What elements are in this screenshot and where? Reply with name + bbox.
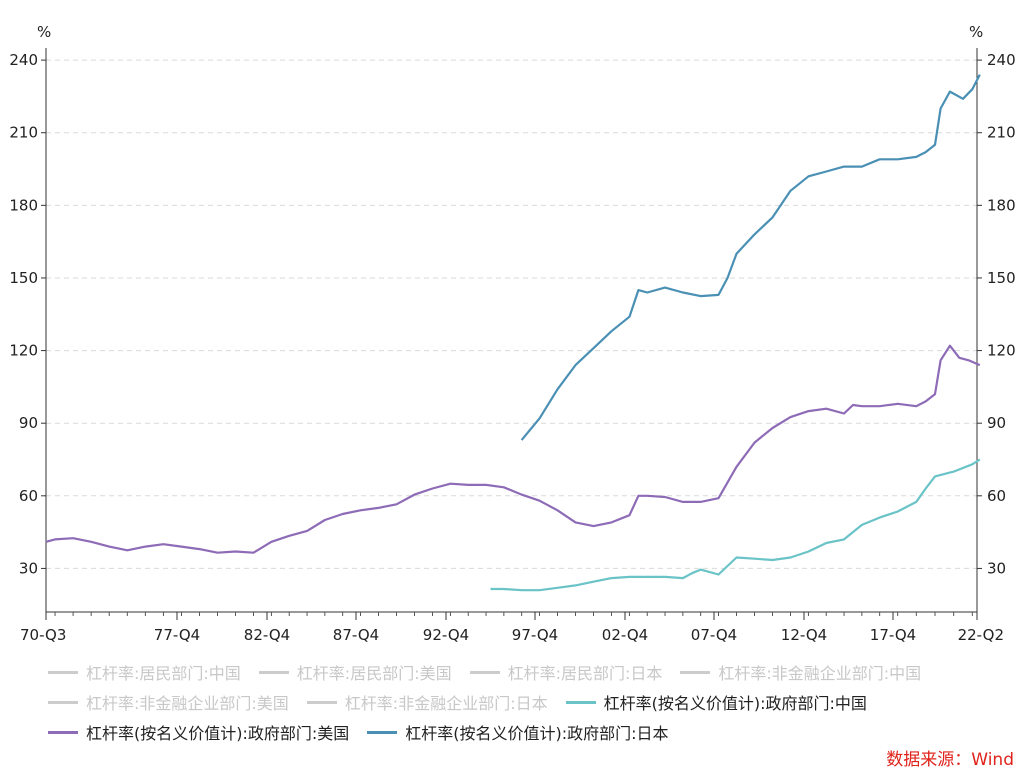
x-tick-label: 77-Q4 [154, 626, 200, 644]
y-tick-label-right: 180 [987, 196, 1016, 214]
series-line [45, 344, 981, 554]
x-tick-label: 97-Q4 [512, 626, 558, 644]
legend-item[interactable]: 杠杆率:居民部门:美国 [258, 660, 452, 684]
legend-swatch [48, 670, 78, 674]
legend-item[interactable]: 杠杆率(按名义价值计):政府部门:日本 [367, 720, 669, 744]
y-tick-label-left: 150 [9, 269, 38, 287]
y-tick-label-left: 240 [9, 51, 38, 69]
x-tick-label: 12-Q4 [781, 626, 827, 644]
y-tick-label-right: 210 [987, 124, 1016, 142]
x-tick-label: 07-Q4 [691, 626, 737, 644]
legend-item[interactable]: 杠杆率:非金融企业部门:美国 [48, 690, 289, 714]
y-tick-label-left: 180 [9, 196, 38, 214]
legend-swatch [258, 670, 289, 674]
x-tick-label: 02-Q4 [602, 626, 648, 644]
series-line [520, 74, 981, 441]
y-unit-right: % [969, 23, 983, 41]
legend-swatch [565, 700, 596, 704]
y-tick-label-right: 120 [987, 342, 1016, 360]
y-tick-label-right: 240 [987, 51, 1016, 69]
y-tick-label-right: 90 [987, 414, 1006, 432]
legend-label: 杠杆率(按名义价值计):政府部门:日本 [405, 724, 669, 743]
legend-row: 杠杆率:居民部门:中国 杠杆率:居民部门:美国 杠杆率:居民部门:日本 杠杆率:非金融… [48, 660, 1028, 690]
y-tick-label-right: 60 [987, 487, 1006, 505]
y-ticks: 30 30 60 60 90 90 120 120 150 150 180 180 210 210 240 2… [9, 51, 1015, 577]
legend-item[interactable]: 杠杆率:非金融企业部门:中国 [680, 660, 921, 684]
x-tick-label: 92-Q4 [423, 626, 469, 644]
legend-swatch [367, 730, 398, 734]
y-tick-label-left: 30 [19, 559, 38, 577]
x-tick-label: 17-Q4 [870, 626, 916, 644]
legend-item[interactable]: 杠杆率(按名义价值计):政府部门:中国 [565, 690, 867, 714]
y-tick-label-left: 120 [9, 342, 38, 360]
legend-swatch [48, 730, 78, 734]
y-tick-label-right: 30 [987, 559, 1006, 577]
y-tick-label-right: 150 [987, 269, 1016, 287]
legend-swatch [469, 670, 500, 674]
axes: % % [37, 23, 983, 613]
legend-item[interactable]: 杠杆率:居民部门:日本 [469, 660, 663, 684]
legend-item[interactable]: 杠杆率(按名义价值计):政府部门:美国 [48, 720, 349, 744]
y-tick-label-left: 90 [19, 414, 38, 432]
legend-item[interactable]: 杠杆率:居民部门:中国 [48, 660, 241, 684]
grid-lines [46, 59, 977, 569]
legend-label: 杠杆率(按名义价值计):政府部门:美国 [86, 724, 350, 743]
legend-label: 杠杆率:居民部门:美国 [296, 664, 452, 683]
legend-row: 杠杆率(按名义价值计):政府部门:美国 杠杆率(按名义价值计):政府部门:日本 [48, 720, 1028, 750]
y-unit-left: % [37, 23, 51, 41]
series-line [490, 458, 981, 592]
source-note: 数据来源：Wind [886, 750, 1014, 770]
series-lines [45, 74, 981, 592]
legend-label: 杠杆率:居民部门:日本 [507, 664, 663, 683]
legend-swatch [48, 700, 78, 704]
legend-label: 杠杆率:非金融企业部门:中国 [718, 664, 922, 683]
legend-label: 杠杆率:非金融企业部门:美国 [86, 694, 289, 713]
legend-label: 杠杆率(按名义价值计):政府部门:中国 [603, 694, 867, 713]
x-tick-label: 22-Q2 [958, 626, 1004, 644]
legend-label: 杠杆率:居民部门:中国 [86, 664, 241, 683]
y-tick-label-left: 60 [19, 487, 38, 505]
legend-label: 杠杆率:非金融企业部门:日本 [344, 694, 548, 713]
legend: 杠杆率:居民部门:中国 杠杆率:居民部门:美国 杠杆率:居民部门:日本 杠杆率:非金融… [48, 660, 1028, 750]
x-tick-label: 70-Q3 [20, 626, 66, 644]
x-tick-label: 87-Q4 [333, 626, 379, 644]
y-tick-label-left: 210 [9, 124, 38, 142]
legend-swatch [680, 670, 711, 674]
legend-row: 杠杆率:非金融企业部门:美国 杠杆率:非金融企业部门:日本 杠杆率(按名义价值计):… [48, 690, 1028, 720]
legend-swatch [306, 700, 337, 704]
legend-item[interactable]: 杠杆率:非金融企业部门:日本 [306, 690, 548, 714]
leverage-chart: % % 30 30 60 60 90 90 120 120 150 150 180 180 210 210… [9, 23, 1015, 644]
x-ticks: 70-Q3 77-Q4 82-Q4 87-Q4 92-Q4 97-Q4 02-Q4 07-Q4… [20, 612, 1004, 644]
x-tick-label: 82-Q4 [244, 626, 290, 644]
